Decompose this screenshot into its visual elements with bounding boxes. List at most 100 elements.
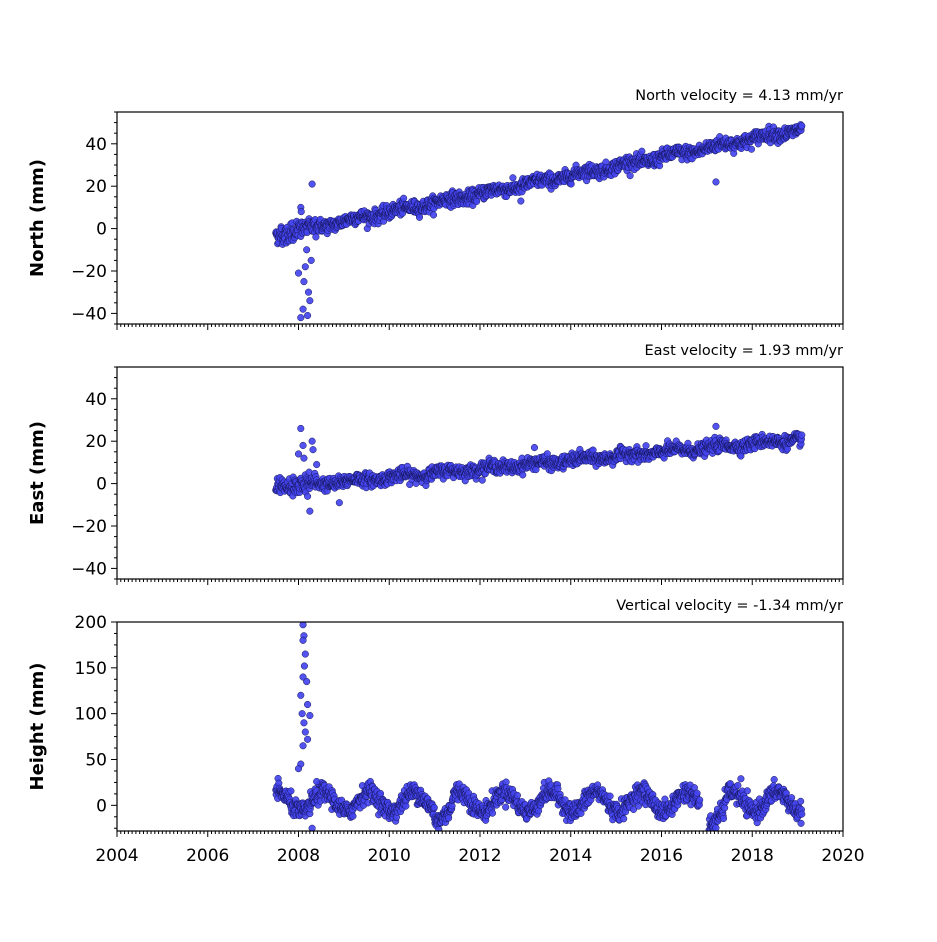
data-point <box>473 197 481 205</box>
data-point <box>577 809 585 817</box>
y-tick-label: −40 <box>71 304 107 324</box>
y-axis-label: East (mm) <box>27 421 48 525</box>
x-axis-ticks <box>116 579 844 585</box>
data-point <box>798 431 806 439</box>
y-axis: −40 −20 0 20 40 <box>71 366 117 580</box>
data-point <box>304 288 313 296</box>
data-point <box>712 824 720 831</box>
data-point <box>299 622 307 629</box>
data-point <box>488 809 497 817</box>
data-point <box>721 804 729 812</box>
data-point <box>297 691 305 699</box>
data-point <box>429 211 438 219</box>
data-points <box>272 422 806 515</box>
data-points <box>272 121 806 322</box>
data-point <box>743 787 751 795</box>
data-point <box>517 197 525 205</box>
data-point <box>626 172 634 180</box>
data-point <box>797 819 805 827</box>
height-panel: 2004 2006 2008 2010 2012 2014 2016 2018 2020 0 50 1… <box>27 598 865 866</box>
velocity-annotation: East velocity = 1.93 mm/yr <box>644 343 843 359</box>
data-point <box>304 735 312 743</box>
x-tick-label: 2016 <box>640 846 683 866</box>
data-point <box>313 777 321 786</box>
data-point <box>712 178 720 186</box>
data-point <box>308 180 316 188</box>
data-point <box>719 814 728 823</box>
data-point <box>300 662 308 670</box>
data-point <box>299 305 307 313</box>
data-point <box>798 810 806 818</box>
data-point <box>306 711 314 720</box>
data-point <box>606 792 614 800</box>
data-point <box>304 492 312 500</box>
data-point <box>300 719 308 727</box>
data-point <box>509 174 517 182</box>
data-point <box>304 311 312 320</box>
data-point <box>561 796 569 804</box>
data-point <box>307 256 315 264</box>
x-axis-ticks <box>116 324 844 330</box>
data-point <box>308 437 316 445</box>
data-point <box>415 213 424 221</box>
data-point <box>693 789 701 797</box>
y-tick-label: −20 <box>71 262 107 282</box>
data-point <box>309 446 317 454</box>
x-tick-label: 2014 <box>549 846 592 866</box>
x-tick-label: 2020 <box>821 846 864 866</box>
x-tick-label: 2012 <box>458 846 501 866</box>
data-point <box>638 147 646 155</box>
x-tick-label: 2004 <box>95 846 138 866</box>
y-axis-label: Height (mm) <box>27 663 48 791</box>
data-point <box>530 444 539 452</box>
data-point <box>513 791 521 799</box>
velocity-annotation: Vertical velocity = -1.34 mm/yr <box>616 598 843 614</box>
data-points <box>272 622 806 831</box>
data-point <box>445 814 453 822</box>
data-point <box>402 802 410 810</box>
axes-frame <box>116 621 844 832</box>
y-tick-label: 100 <box>75 705 107 725</box>
y-tick-label: 40 <box>85 135 107 155</box>
data-point <box>299 636 307 644</box>
data-point <box>308 824 316 831</box>
y-tick-label: 0 <box>96 475 107 495</box>
data-point <box>300 278 308 286</box>
data-point <box>712 422 720 430</box>
y-tick-label: 150 <box>75 659 107 679</box>
x-tick-label: 2006 <box>186 846 229 866</box>
data-point <box>304 700 312 709</box>
data-point <box>294 269 303 277</box>
data-point <box>543 450 551 458</box>
data-point <box>797 797 805 805</box>
data-point <box>502 803 510 811</box>
y-axis: 0 50 100 150 200 <box>75 613 117 829</box>
x-axis-ticks: 2004 2006 2008 2010 2012 2014 2016 2018 2020 <box>95 831 865 866</box>
data-point <box>620 815 628 823</box>
y-tick-label: 0 <box>96 220 107 240</box>
data-point <box>303 246 311 254</box>
x-tick-label: 2018 <box>731 846 774 866</box>
data-point <box>737 775 745 783</box>
y-tick-label: 50 <box>85 751 107 771</box>
data-point <box>747 145 756 153</box>
velocity-annotation: North velocity = 4.13 mm/yr <box>635 88 843 104</box>
data-point <box>400 194 408 202</box>
data-point <box>301 263 309 271</box>
data-point <box>287 787 295 795</box>
data-point <box>298 710 306 718</box>
x-tick-label: 2008 <box>277 846 320 866</box>
data-point <box>770 776 778 784</box>
north-panel: −40 −20 0 20 40 North (mm) North velocity = 4.… <box>27 88 844 330</box>
data-point <box>519 471 527 479</box>
data-point <box>349 812 357 820</box>
x-tick-label: 2010 <box>368 846 411 866</box>
data-point <box>798 122 806 130</box>
data-point <box>335 499 343 507</box>
data-point <box>299 441 307 449</box>
data-point <box>300 454 308 462</box>
y-tick-label: 0 <box>96 796 107 816</box>
y-tick-label: 40 <box>85 390 107 410</box>
data-point <box>629 805 638 813</box>
